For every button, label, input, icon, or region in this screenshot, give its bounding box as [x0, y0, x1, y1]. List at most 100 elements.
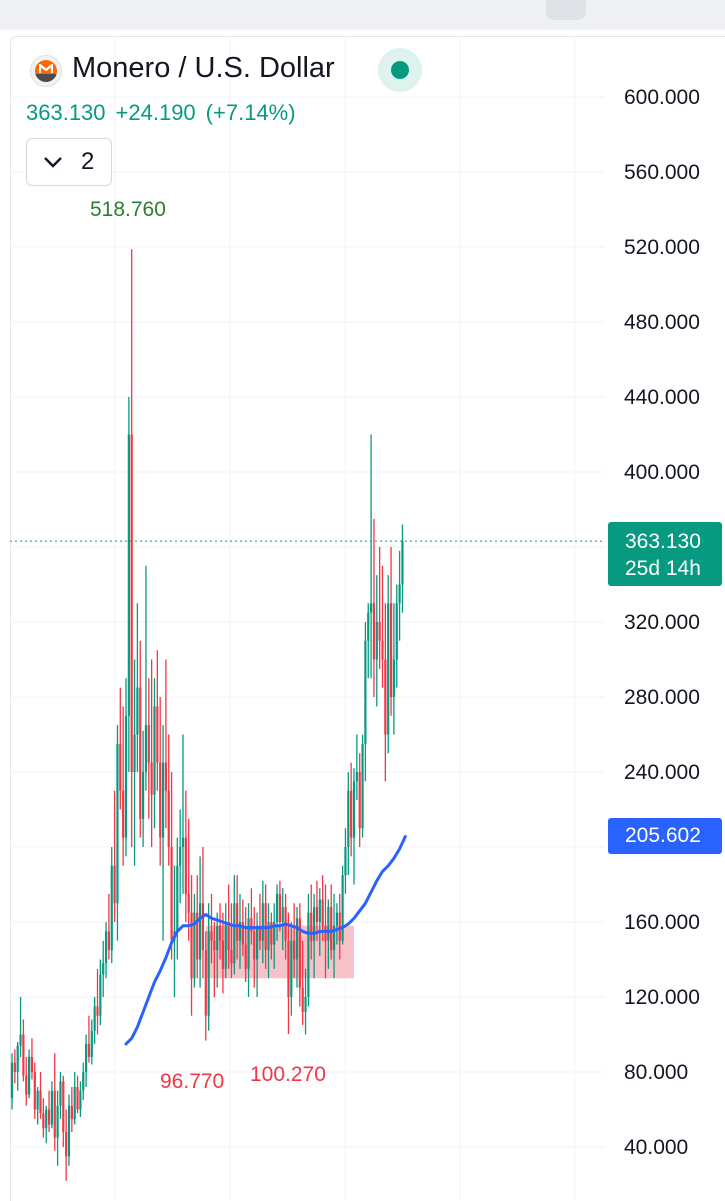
candle — [30, 1038, 34, 1080]
candle — [22, 1019, 25, 1082]
candle — [167, 734, 170, 866]
candle-body — [190, 912, 193, 979]
annotations-layer: 518.760 96.770 100.270 — [90, 198, 326, 1093]
moving-average-line — [124, 835, 407, 1046]
candle-body — [378, 622, 381, 641]
candle-body — [364, 640, 367, 744]
candle-body — [298, 918, 301, 988]
y-tick-label: 280.000 — [624, 686, 700, 709]
candle — [90, 1019, 93, 1065]
collapse-indicators-button[interactable]: 2 — [26, 138, 112, 186]
candle-body — [16, 1045, 19, 1072]
candle-body — [295, 918, 299, 960]
candle-body — [267, 922, 270, 951]
candle — [304, 968, 307, 1035]
candle — [224, 903, 227, 979]
candle — [370, 434, 373, 679]
moving-average-tag: 205.602 — [608, 818, 722, 854]
candle — [378, 547, 381, 669]
candle-body — [70, 1105, 73, 1119]
candle-body — [355, 772, 358, 782]
candle-body — [301, 987, 304, 1012]
candle — [142, 730, 145, 847]
y-tick-label: 320.000 — [624, 611, 700, 634]
candle — [395, 584, 398, 688]
bar-countdown: 25d 14h — [625, 557, 701, 580]
candle-body — [218, 925, 222, 941]
candle — [253, 907, 256, 988]
candle — [392, 603, 395, 735]
candle — [147, 678, 150, 819]
candle — [398, 550, 401, 641]
candle-body — [116, 743, 119, 904]
candle-body — [22, 1034, 25, 1076]
candle-body — [250, 918, 253, 932]
candle-body — [179, 847, 182, 866]
candle-body — [159, 762, 162, 838]
drag-handle[interactable] — [546, 0, 586, 20]
top-strip — [0, 0, 725, 30]
candle-body — [307, 912, 310, 997]
candle — [327, 899, 330, 969]
candle-body — [122, 790, 125, 838]
high-label: 518.760 — [90, 198, 166, 221]
candle-body — [39, 1090, 42, 1114]
candle — [85, 1034, 88, 1087]
candle-body — [13, 1062, 16, 1072]
candle — [62, 1075, 65, 1147]
candle-body — [176, 865, 179, 932]
candle-body — [136, 687, 139, 735]
candle — [153, 678, 156, 829]
candle-body — [127, 434, 130, 716]
candle-body — [150, 762, 153, 795]
candle — [113, 790, 116, 922]
candle-body — [381, 640, 384, 660]
price-change-pct: (+7.14%) — [205, 100, 296, 125]
candle-body — [199, 903, 202, 960]
moving-average-layer — [124, 835, 407, 1046]
candle-body — [130, 434, 133, 772]
candle-body — [324, 925, 327, 941]
candle-body — [184, 837, 187, 894]
candle-body — [10, 1062, 14, 1099]
candle — [358, 753, 361, 847]
candle-body — [104, 931, 108, 964]
candle-body — [90, 1030, 93, 1057]
candle — [361, 734, 364, 838]
symbol-title[interactable]: Monero / U.S. Dollar — [72, 52, 335, 84]
y-tick-label: 600.000 — [624, 86, 700, 109]
candle-body — [93, 1006, 96, 1031]
candle — [76, 1075, 79, 1114]
quote-line: 363.130 +24.190 (+7.14%) — [26, 100, 306, 126]
candle-body — [258, 925, 262, 941]
last-price-tag: 363.130 25d 14h — [608, 522, 722, 586]
candle-body — [28, 1057, 31, 1095]
candle-body — [73, 1087, 76, 1119]
candle-body — [287, 940, 290, 997]
candle — [73, 1072, 76, 1125]
candle — [33, 1062, 36, 1119]
candle — [136, 603, 139, 772]
candle — [350, 762, 353, 857]
candle-body — [170, 847, 173, 941]
candle — [133, 659, 136, 866]
candle-body — [79, 1090, 82, 1110]
candle-body — [119, 743, 122, 791]
candle — [110, 847, 113, 964]
candle-body — [313, 907, 316, 941]
candle-body — [133, 734, 136, 772]
candle — [287, 912, 290, 1034]
price-tag-value: 363.130 — [625, 530, 701, 553]
candle-body — [33, 1072, 36, 1110]
candle-body — [181, 837, 185, 847]
candle-body — [124, 715, 128, 838]
y-tick-label: 80.000 — [624, 1061, 688, 1084]
candle-body — [161, 762, 165, 838]
last-price: 363.130 — [26, 100, 106, 125]
candle — [261, 880, 264, 964]
candle-body — [207, 931, 210, 1016]
candle-body — [315, 907, 319, 922]
live-status-icon — [378, 48, 422, 92]
candle — [164, 659, 167, 829]
